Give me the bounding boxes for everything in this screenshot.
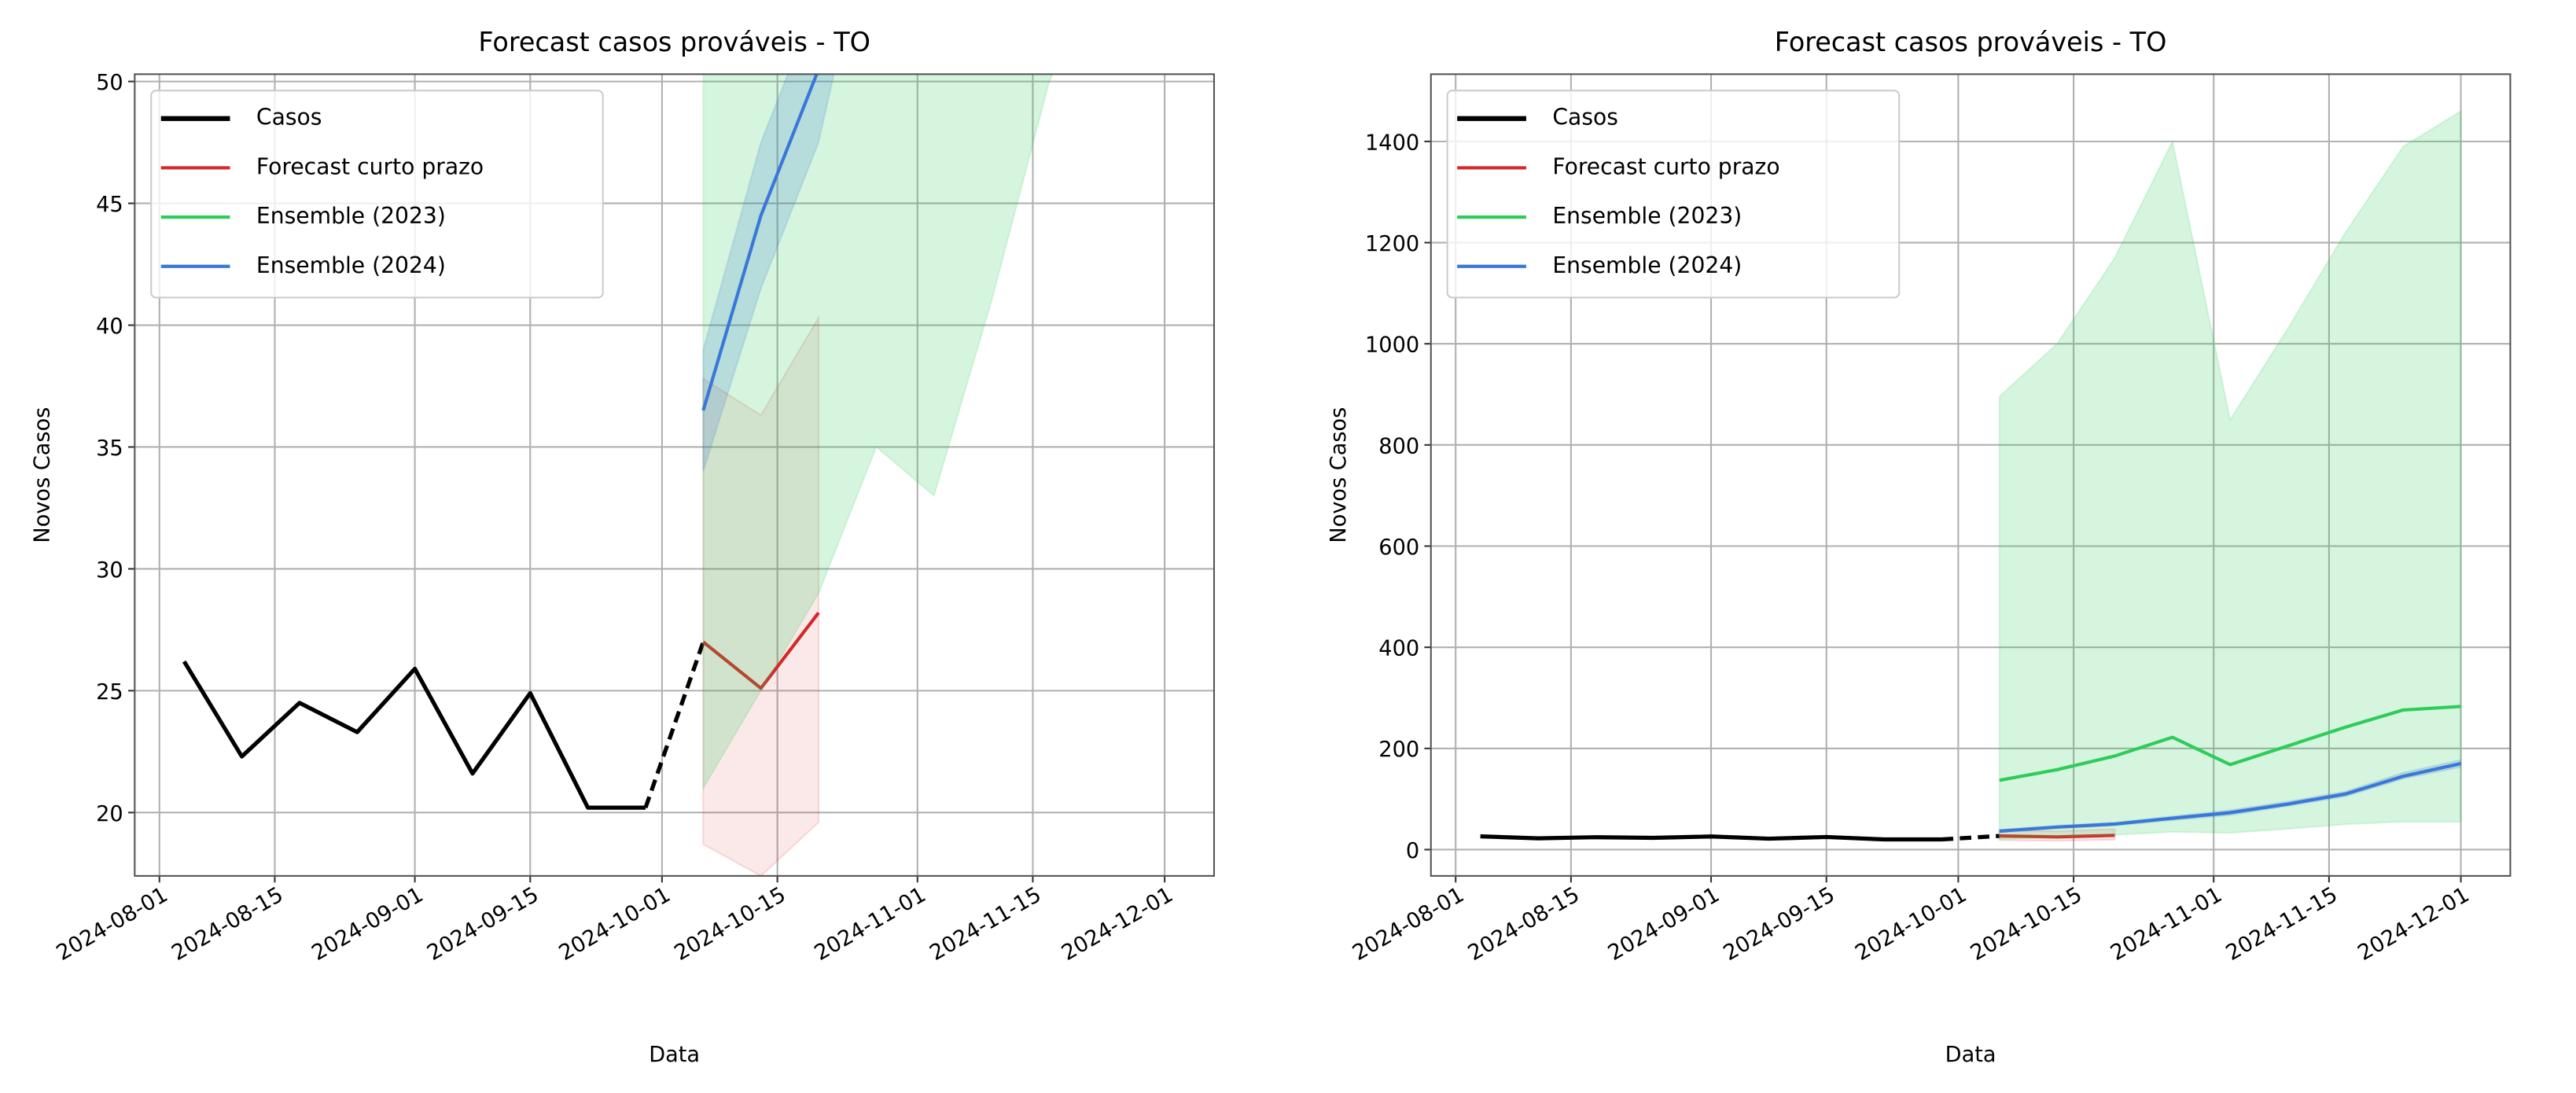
confidence-band <box>1998 109 2462 841</box>
x-axis-label: Data <box>1945 1043 1996 1067</box>
x-tick-label: 2024-10-01 <box>1851 882 1971 966</box>
x-tick-label: 2024-09-01 <box>307 882 427 966</box>
x-tick-label: 2024-12-01 <box>1058 882 1177 966</box>
x-tick-label: 2024-11-15 <box>926 882 1045 966</box>
axes-frame <box>1430 73 2512 877</box>
chart-title: Forecast casos prováveis - TO <box>1775 27 2167 57</box>
confidence-band <box>702 74 835 472</box>
y-tick-label: 400 <box>1378 637 1419 661</box>
x-tick-label: 2024-09-15 <box>423 882 543 966</box>
legend-label: Ensemble (2024) <box>256 252 446 278</box>
confidence-band <box>702 315 820 876</box>
legend-label: Ensemble (2023) <box>1552 203 1742 229</box>
x-tick-label: 2024-08-15 <box>167 882 287 966</box>
series-line <box>702 611 820 690</box>
y-tick-label: 600 <box>1378 535 1419 560</box>
series-line <box>1999 834 2115 839</box>
axes: 02004006008001000120014002024-08-012024-… <box>1327 27 2512 1067</box>
x-axis-label: Data <box>649 1043 700 1067</box>
y-tick-label: 20 <box>96 802 123 826</box>
y-tick-label: 0 <box>1406 839 1419 863</box>
y-tick-label: 1200 <box>1365 232 1419 256</box>
y-tick-label: 35 <box>96 436 123 461</box>
x-tick-label: 2024-11-15 <box>2222 882 2342 966</box>
y-tick-label: 200 <box>1378 738 1419 762</box>
series-line <box>701 74 819 411</box>
y-tick-label: 1000 <box>1365 333 1419 358</box>
series-line <box>1999 705 2461 782</box>
y-axis-label: Novos Casos <box>1327 407 1351 543</box>
legend-label: Casos <box>256 105 322 131</box>
connector-line <box>1941 834 2000 842</box>
y-tick-label: 1400 <box>1365 131 1419 155</box>
legend-label: Forecast curto prazo <box>256 153 484 179</box>
x-tick-label: 2024-12-01 <box>2353 882 2473 966</box>
x-tick-label: 2024-08-01 <box>1349 882 1468 966</box>
x-tick-label: 2024-09-01 <box>1604 882 1724 966</box>
y-axis-label: Novos Casos <box>31 407 55 543</box>
legend-label: Ensemble (2023) <box>256 203 446 229</box>
x-tick-label: 2024-11-01 <box>2107 882 2226 966</box>
x-tick-label: 2024-08-15 <box>1464 882 1584 966</box>
series-line <box>1480 834 1942 842</box>
y-tick-label: 40 <box>96 315 123 339</box>
y-tick-label: 45 <box>96 193 123 217</box>
legend-box <box>1446 90 1901 299</box>
confidence-band <box>702 74 1054 792</box>
connector-line <box>643 641 705 808</box>
x-tick-label: 2024-09-15 <box>1720 882 1839 966</box>
x-tick-label: 2024-10-15 <box>670 882 789 966</box>
data-area <box>182 74 1054 876</box>
series-line <box>1999 762 2462 834</box>
x-tick-label: 2024-10-01 <box>555 882 675 966</box>
legend-label: Forecast curto prazo <box>1552 153 1779 179</box>
axes-frame <box>134 73 1216 877</box>
y-tick-label: 30 <box>96 558 123 583</box>
series-line <box>182 660 646 810</box>
x-tick-label: 2024-11-01 <box>811 882 930 966</box>
legend-label: Casos <box>1552 105 1618 131</box>
data-area <box>1480 109 2462 842</box>
x-tick-label: 2024-10-15 <box>1967 882 2086 966</box>
y-tick-label: 800 <box>1378 434 1419 458</box>
x-tick-label: 2024-08-01 <box>53 882 172 966</box>
chart-title: Forecast casos prováveis - TO <box>478 27 870 57</box>
legend-label: Ensemble (2024) <box>1552 252 1742 278</box>
y-tick-label: 25 <box>96 680 123 705</box>
y-tick-label: 50 <box>96 71 123 95</box>
legend-box <box>150 90 604 299</box>
